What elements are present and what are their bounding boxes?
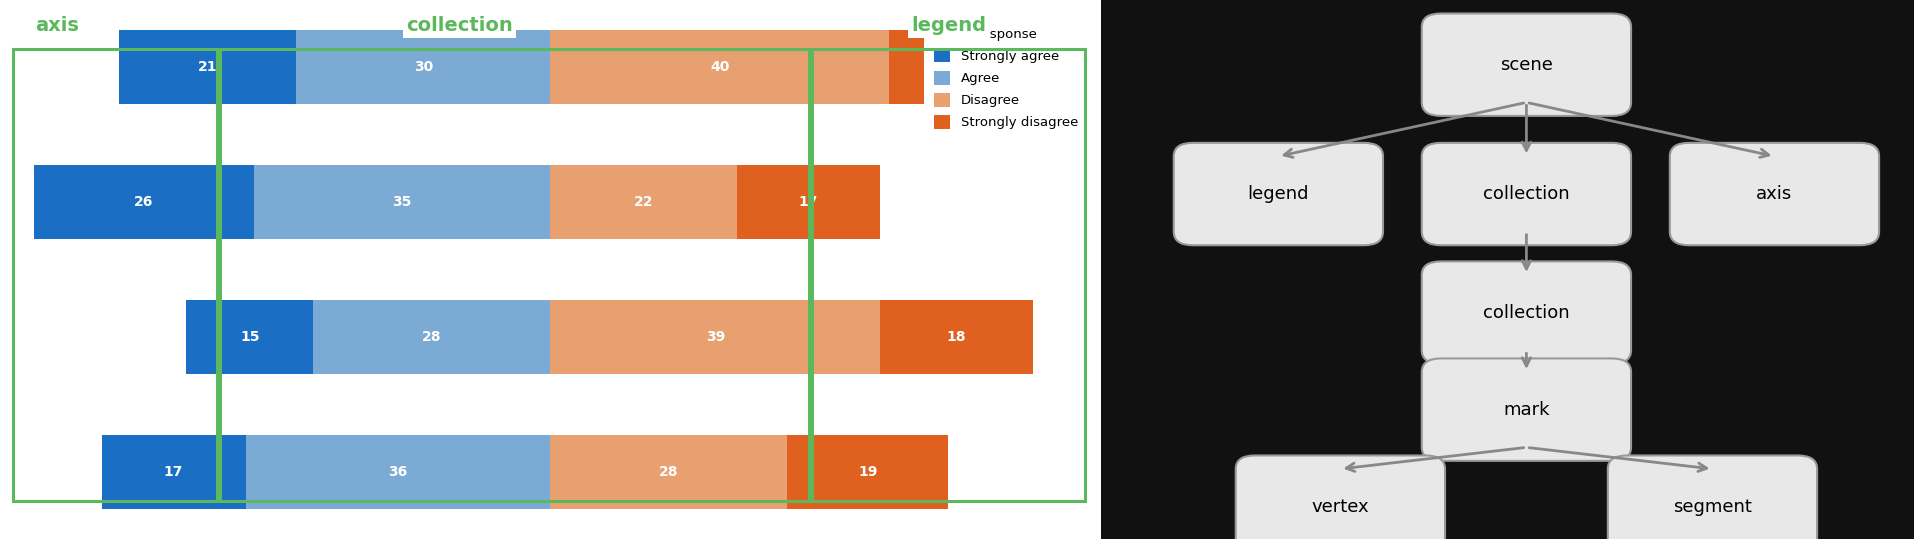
Text: 28: 28: [658, 465, 679, 479]
Text: legend: legend: [911, 16, 986, 35]
Text: 17: 17: [798, 195, 817, 209]
Text: 30: 30: [413, 60, 433, 74]
Bar: [255, 165, 551, 239]
Text: 36: 36: [389, 465, 408, 479]
Bar: [186, 300, 314, 374]
Text: collection: collection: [1483, 185, 1569, 203]
Text: 35: 35: [392, 195, 412, 209]
FancyBboxPatch shape: [1669, 143, 1880, 245]
Bar: [119, 30, 297, 105]
Text: 18: 18: [947, 330, 967, 344]
Text: 22: 22: [634, 195, 653, 209]
Text: 21: 21: [197, 60, 216, 74]
Text: axis: axis: [34, 16, 78, 35]
Text: collection: collection: [406, 16, 513, 35]
FancyBboxPatch shape: [1173, 143, 1384, 245]
Bar: [551, 300, 880, 374]
Text: scene: scene: [1501, 56, 1552, 74]
FancyBboxPatch shape: [1236, 455, 1445, 539]
Bar: [34, 165, 255, 239]
FancyBboxPatch shape: [1422, 261, 1631, 364]
Bar: [787, 434, 947, 509]
Bar: [297, 30, 551, 105]
Text: axis: axis: [1757, 185, 1793, 203]
Text: mark: mark: [1502, 400, 1550, 419]
Text: 19: 19: [857, 465, 877, 479]
Bar: [888, 30, 965, 105]
Bar: [13, 49, 216, 501]
Text: 9: 9: [923, 60, 932, 74]
Bar: [551, 434, 787, 509]
Text: 39: 39: [706, 330, 725, 344]
Bar: [314, 300, 551, 374]
Text: segment: segment: [1673, 497, 1751, 516]
FancyBboxPatch shape: [1422, 143, 1631, 245]
Bar: [737, 165, 880, 239]
Bar: [880, 300, 1034, 374]
Text: 17: 17: [165, 465, 184, 479]
Text: 28: 28: [421, 330, 442, 344]
FancyBboxPatch shape: [1422, 13, 1631, 116]
Bar: [220, 49, 810, 501]
Text: 26: 26: [134, 195, 153, 209]
Bar: [245, 434, 551, 509]
Text: 15: 15: [239, 330, 260, 344]
Bar: [551, 165, 737, 239]
Text: vertex: vertex: [1311, 497, 1369, 516]
FancyBboxPatch shape: [1608, 455, 1816, 539]
Text: legend: legend: [1248, 185, 1309, 203]
Bar: [551, 30, 888, 105]
Text: 40: 40: [710, 60, 729, 74]
FancyBboxPatch shape: [1422, 358, 1631, 461]
Bar: [101, 434, 245, 509]
Bar: [812, 49, 1085, 501]
Legend: Strongly agree, Agree, Disagree, Strongly disagree: Strongly agree, Agree, Disagree, Strongl…: [924, 17, 1089, 140]
Text: collection: collection: [1483, 303, 1569, 322]
